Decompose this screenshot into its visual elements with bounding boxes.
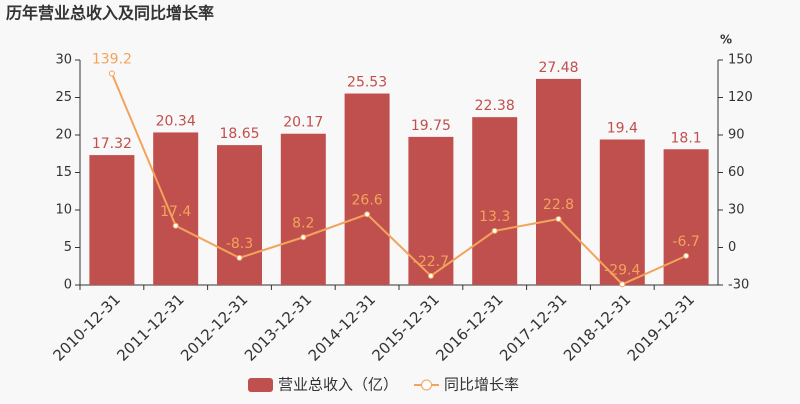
bar [536, 78, 581, 286]
line-point [683, 252, 690, 259]
line-value-label: 139.2 [92, 52, 132, 68]
x-tick-label: 2012-12-31 [177, 290, 251, 364]
line-point [491, 227, 498, 234]
bar-value-label: 20.17 [283, 115, 323, 131]
y2-tick-label: 0 [728, 240, 736, 255]
line [110, 73, 687, 286]
y-tick-label: 30 [55, 53, 72, 68]
line-point [364, 211, 371, 218]
x-tick-label: 2016-12-31 [432, 290, 506, 364]
y-tick-label: 20 [55, 128, 72, 143]
line-value-label: 22.8 [543, 197, 574, 213]
line-point [172, 222, 179, 229]
line-point [236, 254, 243, 261]
y-tick-label: 15 [55, 165, 72, 180]
bar [344, 93, 390, 286]
bar-value-label: 20.34 [156, 113, 196, 129]
line-point [619, 281, 626, 288]
line-value-label: 17.4 [160, 204, 191, 220]
y-tick-label: 5 [64, 240, 72, 255]
bar-value-label: 18.1 [671, 130, 702, 146]
line-point [427, 272, 434, 279]
x-tick-label: 2014-12-31 [305, 290, 379, 364]
x-tick-label: 2011-12-31 [113, 290, 187, 364]
x-tick-label: 2018-12-31 [560, 290, 634, 364]
bar [599, 139, 645, 285]
bar [89, 155, 135, 285]
chart-title: 历年营业总收入及同比增长率 [6, 4, 214, 23]
y2-tick-label: 90 [728, 128, 745, 143]
y2-tick-label: 60 [728, 165, 745, 180]
y-tick-label: 10 [55, 203, 72, 218]
bar-value-label: 27.48 [538, 60, 578, 76]
x-tick-label: 2019-12-31 [624, 290, 698, 364]
line-point [108, 70, 115, 77]
bar-value-label: 17.32 [92, 136, 132, 152]
line-point [300, 234, 307, 241]
x-tick-label: 2017-12-31 [496, 290, 570, 364]
x-tick-label: 2013-12-31 [241, 290, 315, 364]
y2-tick-label: 120 [728, 90, 753, 105]
bar-value-label: 19.75 [411, 118, 451, 134]
line-value-label: -29.4 [604, 262, 640, 278]
bar [280, 133, 326, 285]
line-value-label: 13.3 [479, 209, 510, 225]
line-value-label: -8.3 [226, 236, 253, 252]
bar-value-label: 25.53 [347, 75, 387, 91]
bar [153, 132, 199, 285]
line-value-label: -6.7 [672, 234, 699, 250]
legend-label: 同比增长率 [444, 376, 519, 394]
bar-value-label: 22.38 [475, 98, 515, 114]
bar [663, 149, 709, 285]
x-tick-label: 2010-12-31 [50, 290, 124, 364]
bar [217, 145, 262, 285]
bar [472, 117, 518, 286]
legend-swatch [248, 378, 273, 392]
y2-tick-label: -30 [728, 278, 749, 293]
legend-label: 营业总收入（亿） [278, 376, 398, 394]
line-value-label: 8.2 [292, 215, 314, 231]
line-value-label: -22.7 [413, 254, 449, 270]
y-tick-label: 0 [64, 278, 72, 293]
y-tick-label: 25 [55, 90, 72, 105]
legend-swatch [421, 379, 433, 391]
line-point [555, 216, 562, 222]
y2-label: % [720, 33, 732, 47]
x-tick-label: 2015-12-31 [369, 290, 443, 364]
bar-value-label: 19.4 [607, 121, 638, 137]
y2-tick-label: 30 [728, 203, 745, 218]
bar-value-label: 18.65 [219, 126, 259, 142]
y2-tick-label: 150 [728, 53, 753, 68]
line-value-label: 26.6 [352, 192, 383, 208]
